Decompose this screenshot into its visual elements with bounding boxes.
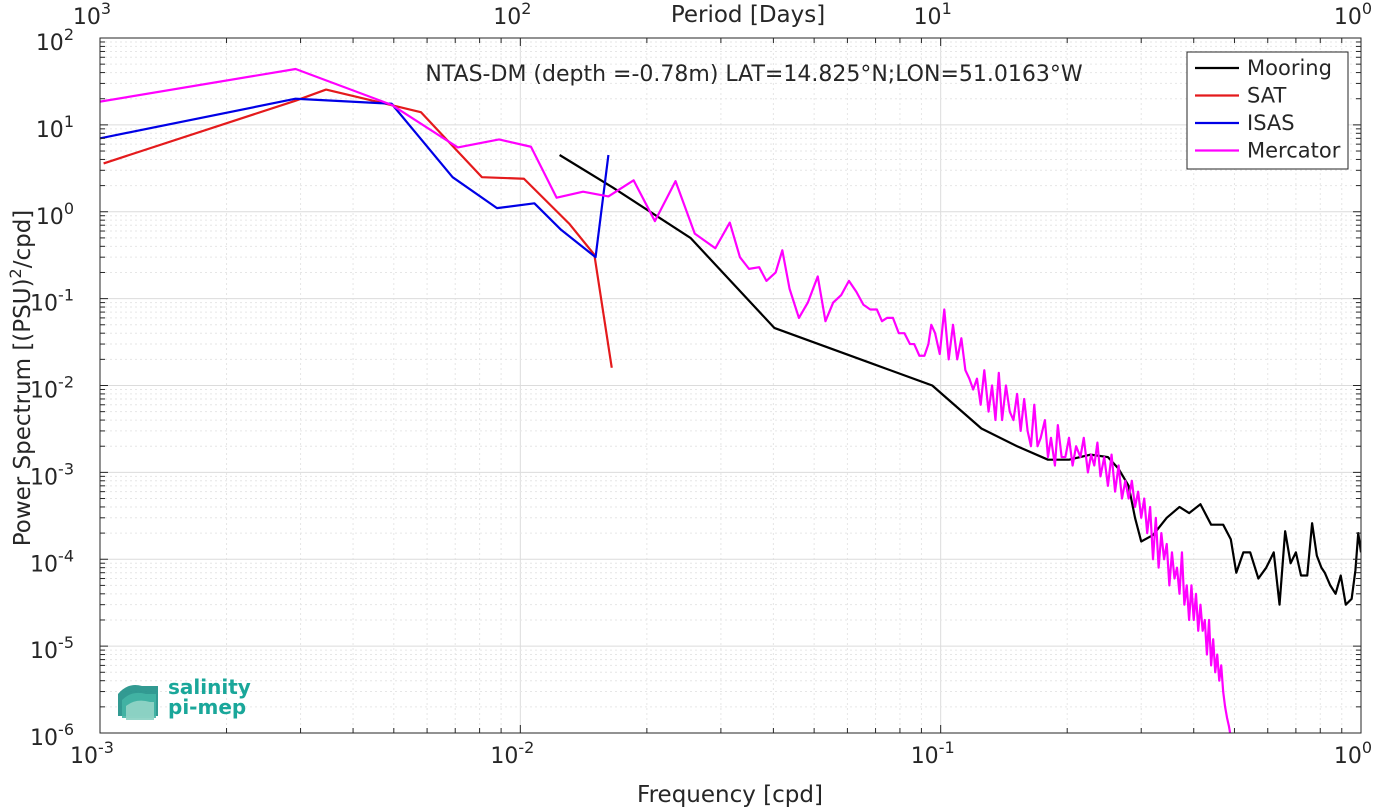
y-tick-label-base: 10: [36, 118, 64, 143]
top-axis-label: Period [Days]: [671, 2, 825, 28]
top-tick-label-exponent: 1: [942, 0, 952, 18]
top-tick-label: 103: [73, 0, 111, 30]
series-line-sat: [103, 88, 613, 368]
y-tick-label-exponent: -6: [58, 720, 74, 739]
top-tick-label-exponent: 0: [1362, 0, 1372, 18]
y-tick-label: 10-6: [30, 720, 74, 751]
y-tick-label: 10-4: [30, 546, 74, 577]
y-tick-label-exponent: 2: [64, 25, 74, 44]
x-axis-label: Frequency [cpd]: [637, 782, 823, 808]
top-tick-label-exponent: 2: [521, 0, 531, 18]
legend: Mooring SAT ISAS Mercator: [1186, 51, 1349, 170]
top-tick-label: 101: [914, 0, 952, 30]
top-tick-label-base: 10: [493, 5, 521, 30]
y-tick-label-exponent: -5: [58, 633, 74, 652]
legend-label-isas: ISAS: [1247, 111, 1295, 135]
y-tick-label: 10-1: [30, 286, 74, 317]
x-tick-label: 10-2: [490, 738, 534, 769]
grid-lines: [99, 38, 1361, 734]
x-tick-label-base: 10: [490, 744, 518, 769]
y-tick-label-exponent: -4: [58, 546, 74, 565]
y-axis-label: Power Spectrum [(PSU)2/cpd]: [6, 210, 36, 547]
legend-label-mooring: Mooring: [1247, 56, 1332, 80]
series-line-mercator: [100, 67, 1232, 733]
y-axis-label-sup: 2: [6, 268, 25, 278]
top-tick-label-base: 10: [73, 5, 101, 30]
top-tick-label-base: 10: [914, 5, 942, 30]
salinity-pi-mep-logo: salinity pi-mep: [118, 675, 251, 720]
x-tick-label: 100: [1334, 738, 1372, 769]
y-tick-label-exponent: 0: [64, 199, 74, 218]
tick-marks: [99, 37, 1362, 734]
legend-label-sat: SAT: [1247, 84, 1286, 108]
series-line-mooring: [559, 154, 1361, 606]
y-tick-label-exponent: -2: [58, 373, 74, 392]
y-tick-label-exponent: -3: [58, 459, 74, 478]
y-tick-label-base: 10: [30, 552, 58, 577]
y-tick-label: 10-3: [30, 459, 74, 490]
y-tick-label-base: 10: [30, 465, 58, 490]
series-line-isas: [100, 97, 610, 259]
x-tick-label-base: 10: [1334, 744, 1362, 769]
top-tick-label: 100: [1334, 0, 1372, 30]
y-tick-label-base: 10: [30, 292, 58, 317]
y-tick-label-exponent: -1: [58, 286, 74, 305]
y-tick-label: 101: [36, 112, 74, 143]
y-tick-label-base: 10: [30, 379, 58, 404]
y-tick-label: 10-2: [30, 373, 74, 404]
y-tick-label-base: 10: [36, 205, 64, 230]
y-tick-label-base: 10: [30, 639, 58, 664]
series-lines: [100, 67, 1361, 733]
x-tick-label: 10-1: [911, 738, 955, 769]
y-tick-label: 100: [36, 199, 74, 230]
legend-label-mercator: Mercator: [1247, 139, 1341, 163]
y-tick-label-base: 10: [30, 726, 58, 751]
chart-title: NTAS-DM (depth =-0.78m) LAT=14.825°N;LON…: [425, 62, 1083, 87]
x-tick-label-base: 10: [911, 744, 939, 769]
x-tick-label-exponent: -1: [939, 738, 955, 757]
x-tick-label-base: 10: [70, 744, 98, 769]
top-tick-label: 102: [493, 0, 531, 30]
logo-line2: pi-mep: [168, 695, 246, 719]
x-tick-label-exponent: -3: [98, 738, 114, 757]
logo-line1: salinity: [168, 675, 251, 699]
x-tick-label-exponent: 0: [1362, 738, 1372, 757]
y-axis-label-main: Power Spectrum [(PSU): [10, 278, 36, 546]
top-tick-label-base: 10: [1334, 5, 1362, 30]
y-tick-label: 102: [36, 25, 74, 56]
x-tick-label-exponent: -2: [518, 738, 534, 757]
x-tick-label: 10-3: [70, 738, 114, 769]
y-tick-label-base: 10: [36, 31, 64, 56]
top-tick-label-exponent: 3: [101, 0, 111, 18]
y-axis-label-tail: /cpd]: [10, 210, 36, 269]
y-tick-label-exponent: 1: [64, 112, 74, 131]
salinity-waves-logo-icon: [118, 685, 158, 720]
y-tick-label: 10-5: [30, 633, 74, 664]
